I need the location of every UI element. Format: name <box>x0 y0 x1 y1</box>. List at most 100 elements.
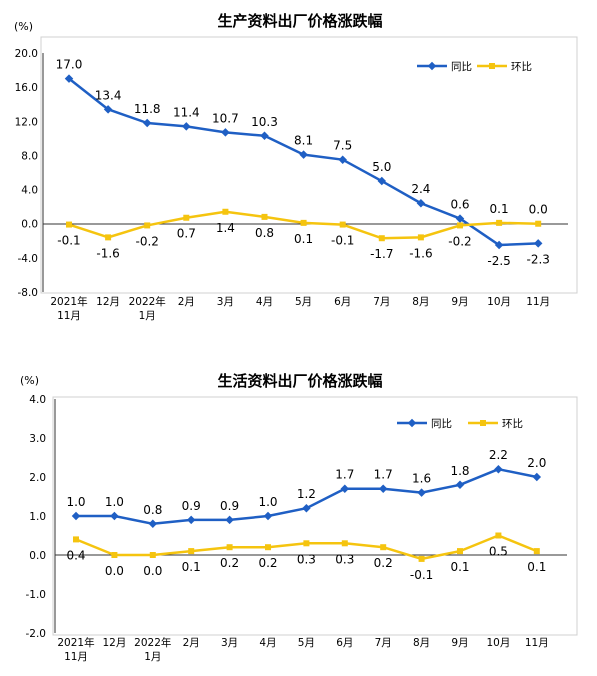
yoy-data-label: 1.0 <box>66 495 85 509</box>
yoy-point <box>377 176 387 186</box>
mom-point <box>300 219 307 226</box>
chart1-plot-frame <box>40 36 578 294</box>
mom-data-label: -0.1 <box>57 234 80 248</box>
x-tick-label: 6月 <box>334 296 351 308</box>
yoy-point <box>494 464 503 474</box>
x-tick-label: 6月 <box>336 637 353 649</box>
mom-point <box>111 552 118 558</box>
mom-point <box>66 221 72 228</box>
yoy-data-label: 0.9 <box>182 499 201 513</box>
yoy-point <box>221 128 230 137</box>
yoy-point <box>64 74 74 83</box>
yoy-data-label: 2.0 <box>527 456 546 470</box>
mom-data-label: -1.6 <box>96 246 119 260</box>
chart1-legend-yoy-marker <box>427 61 437 71</box>
y-tick-label: 4.0 <box>21 185 38 197</box>
mom-point <box>339 221 346 228</box>
chart2-unit-label: (%) <box>20 374 39 387</box>
chart1-legend-yoy-label: 同比 <box>451 60 472 73</box>
mom-point <box>457 548 463 555</box>
chart2-y-ticks: 4.0 3.0 2.0 1.0 0.0 -1.0 -2.0 <box>26 394 47 640</box>
x-tick-label: 9月 <box>451 296 468 308</box>
mom-data-label: 0.2 <box>220 556 239 570</box>
y-tick-label: 16.0 <box>15 82 38 94</box>
chart2-legend-mom-marker <box>480 420 486 426</box>
mom-data-label: 0.3 <box>297 552 316 566</box>
mom-point <box>495 532 502 539</box>
yoy-point <box>71 511 81 521</box>
mom-point <box>418 555 425 562</box>
x-tick-label: 10月 <box>486 637 510 649</box>
chart1-series <box>64 74 543 250</box>
x-tick-label: 2021年 <box>50 295 87 308</box>
mom-data-label: 0.0 <box>105 564 124 578</box>
yoy-data-label: 5.0 <box>372 160 391 174</box>
x-tick-label: 3月 <box>221 637 238 649</box>
chart1-legend-mom-label: 环比 <box>511 60 532 73</box>
yoy-point <box>299 150 308 159</box>
mom-data-label: 0.0 <box>529 203 548 217</box>
x-tick-label: 11月 <box>525 637 549 649</box>
x-tick-label: 7月 <box>373 296 390 308</box>
x-tick-label: 12月 <box>102 637 126 649</box>
chart1-y-ticks: 20.0 16.0 12.0 8.0 4.0 0.0 -4.0 -8.0 <box>15 48 38 299</box>
chart2-legend-yoy-marker <box>407 418 417 428</box>
x-tick-label: 2022年 <box>134 636 171 649</box>
x-tick-label: 12月 <box>96 296 120 308</box>
mom-point <box>533 548 540 555</box>
yoy-data-label: 1.7 <box>335 468 354 482</box>
mom-data-label: 0.1 <box>527 560 546 574</box>
yoy-data-label: 8.1 <box>294 134 313 148</box>
mom-point <box>149 552 156 558</box>
mom-data-label: -1.7 <box>370 247 393 261</box>
chart2-title: 生活资料出厂价格涨跌幅 <box>217 372 382 390</box>
chart2-legend-mom-label: 环比 <box>502 417 523 430</box>
mom-data-label: 0.7 <box>177 227 196 241</box>
yoy-point <box>532 472 542 482</box>
x-tick-label: 4月 <box>256 296 273 308</box>
yoy-data-label: 11.8 <box>134 102 161 116</box>
x-tick-label: 1月 <box>139 310 156 322</box>
y-tick-label: 8.0 <box>21 150 38 162</box>
y-tick-label: -8.0 <box>18 287 39 299</box>
yoy-point <box>263 511 273 521</box>
yoy-data-label: -2.5 <box>487 254 510 268</box>
mom-data-label: -1.6 <box>409 246 432 260</box>
mom-point <box>378 235 385 242</box>
yoy-data-label: 11.4 <box>173 105 200 119</box>
yoy-data-label: 1.2 <box>297 487 316 501</box>
yoy-point <box>103 105 113 114</box>
chart1-legend-mom-marker <box>489 63 495 69</box>
mom-data-label: 0.5 <box>489 545 508 559</box>
yoy-point <box>416 198 426 208</box>
chart2-legend-yoy-label: 同比 <box>431 417 452 430</box>
yoy-point <box>186 515 196 525</box>
mom-data-label: 0.8 <box>255 226 274 240</box>
mom-point <box>73 536 79 543</box>
x-tick-label: 8月 <box>413 637 430 649</box>
x-tick-label: 4月 <box>259 637 276 649</box>
yoy-point <box>455 480 465 490</box>
y-tick-label: 0.0 <box>29 550 46 562</box>
yoy-point <box>340 484 350 493</box>
yoy-point <box>533 239 543 248</box>
yoy-point <box>148 519 158 529</box>
mom-data-label: 1.4 <box>216 221 235 235</box>
yoy-point <box>302 503 311 513</box>
yoy-data-label: 1.6 <box>412 472 431 486</box>
x-tick-label: 11月 <box>57 310 81 322</box>
yoy-data-label: 2.2 <box>489 448 508 462</box>
yoy-point <box>142 118 152 128</box>
x-tick-label: 3月 <box>217 296 234 308</box>
mom-point <box>417 234 424 241</box>
y-tick-label: 2.0 <box>29 472 46 484</box>
y-tick-label: -1.0 <box>26 589 47 601</box>
y-tick-label: 20.0 <box>15 48 38 60</box>
x-tick-label: 9月 <box>451 637 468 649</box>
yoy-point <box>338 155 347 164</box>
mom-point <box>222 208 229 215</box>
x-tick-label: 2022年 <box>129 295 166 308</box>
yoy-data-label: -2.3 <box>526 252 549 266</box>
y-tick-label: -2.0 <box>26 628 47 640</box>
